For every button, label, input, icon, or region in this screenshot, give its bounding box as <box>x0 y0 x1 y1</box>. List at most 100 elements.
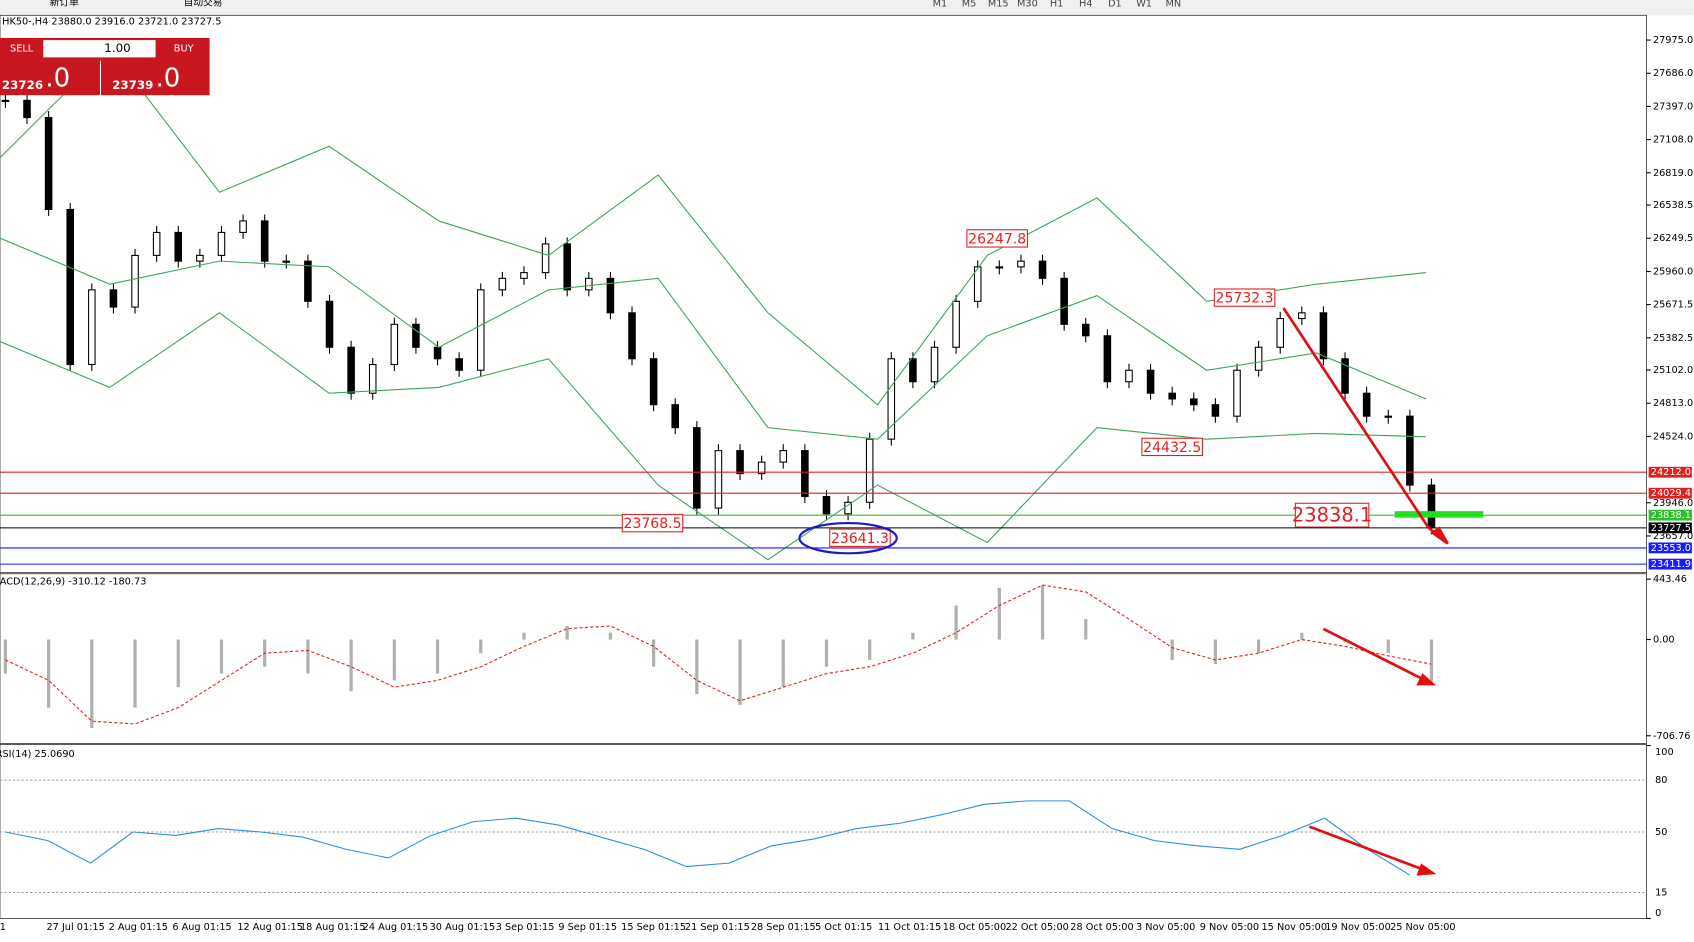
candle <box>1298 312 1306 320</box>
x-tick-label: 2 Aug 01:15 <box>109 922 168 933</box>
circle-drawing <box>798 521 898 555</box>
candle <box>282 260 291 263</box>
level-label: 24212.0 <box>1651 467 1691 478</box>
y-tick-label: 24813.0 <box>1653 398 1693 409</box>
y-tick-label: 26538.5 <box>1653 200 1693 211</box>
timeframe: M30 <box>1017 0 1038 9</box>
candle <box>196 254 204 262</box>
bollinger-band <box>0 47 1427 406</box>
pane-title: HK50-,H4 23880.0 23916.0 23721.0 23727.5 <box>2 17 221 28</box>
candle <box>88 289 96 366</box>
candle <box>260 220 269 262</box>
candle <box>1038 260 1047 279</box>
y-tick-label: 27108.0 <box>1653 135 1693 146</box>
timeframe: D1 <box>1108 0 1122 9</box>
y-tick-label: 24524.0 <box>1653 431 1693 442</box>
candle <box>304 260 312 302</box>
candle <box>995 266 1004 269</box>
lot-size[interactable]: 1.00 <box>104 41 130 55</box>
level-label: 23727.5 <box>1651 523 1691 534</box>
annotation-box <box>1294 502 1370 528</box>
level-tag <box>1648 466 1692 478</box>
candle <box>390 323 399 366</box>
x-tick-label: 9 Nov 05:00 <box>1200 922 1259 933</box>
candle <box>1146 369 1155 394</box>
candle <box>865 438 874 503</box>
candle <box>1384 415 1393 418</box>
candle <box>844 501 852 515</box>
y-tick-label: 25671.5 <box>1653 300 1693 311</box>
candle <box>1427 484 1436 529</box>
candle <box>1081 323 1090 337</box>
toolbar-button[interactable]: 自动交易 <box>184 0 223 8</box>
candle <box>801 450 809 498</box>
ask-frac: .0 <box>156 63 181 93</box>
level-label: 24029.4 <box>1651 488 1691 499</box>
annotation-box <box>621 513 684 533</box>
candle <box>433 346 442 360</box>
candle <box>1276 318 1285 348</box>
candle <box>1103 335 1112 383</box>
annotation-box <box>1141 437 1203 457</box>
candle <box>174 231 183 262</box>
annotation: 23641.3 <box>831 531 889 547</box>
x-tick-label: 18 Oct 05:00 <box>943 922 1006 933</box>
candle <box>649 358 658 406</box>
candle <box>152 231 161 256</box>
sell-button[interactable]: SELL <box>10 44 34 55</box>
level-label: 23553.0 <box>1651 543 1691 554</box>
candle <box>671 404 680 429</box>
candle <box>520 272 528 279</box>
annotation: 24432.5 <box>1143 440 1201 456</box>
level-tag <box>1648 558 1692 570</box>
y-tick-label: 0.00 <box>1653 635 1675 646</box>
pane-title: RSI(14) 25.0690 <box>0 749 75 760</box>
bid-frac: .0 <box>45 63 70 93</box>
macd-pane <box>0 573 1647 744</box>
candle <box>44 117 53 210</box>
price-pane <box>0 14 1647 574</box>
x-tick-label: 15 Sep 01:15 <box>621 922 686 933</box>
timeframe: MN <box>1165 0 1181 9</box>
x-tick-label: 18 Aug 01:15 <box>300 922 366 933</box>
support-marker <box>1394 511 1484 518</box>
candle <box>1060 277 1068 325</box>
x-tick-label: 21 Sep 01:15 <box>685 922 750 933</box>
candle <box>412 323 420 348</box>
candle <box>66 208 75 366</box>
buy-button[interactable]: BUY <box>174 44 194 55</box>
level-tag <box>1648 542 1692 554</box>
x-tick-label: 28 Oct 05:00 <box>1070 922 1133 933</box>
x-tick-label: 21 Jul 2021 <box>0 922 6 933</box>
pane-title: MACD(12,26,9) -310.12 -180.73 <box>0 576 146 587</box>
annotation-box <box>829 528 891 547</box>
candle <box>822 496 831 515</box>
x-tick-label: 27 Jul 01:15 <box>46 922 104 933</box>
annotation-box <box>1213 288 1276 307</box>
toolbar-button[interactable]: 新订单 <box>50 0 79 8</box>
candle <box>693 427 701 509</box>
y-tick-label: 25382.5 <box>1653 333 1693 344</box>
candle <box>628 312 636 360</box>
rsi-line <box>5 800 1411 876</box>
annotation: 25732.3 <box>1216 291 1274 307</box>
y-tick-label: 26249.5 <box>1653 233 1693 244</box>
candle <box>1125 369 1133 383</box>
ask: 23739 <box>112 78 153 92</box>
candle <box>1254 346 1263 371</box>
y-tick-label: 50 <box>1655 827 1667 838</box>
y-tick-label: 27975.0 <box>1653 35 1693 46</box>
candle <box>1406 415 1414 486</box>
annotation: 23838.1 <box>1292 504 1372 527</box>
arrows <box>1282 307 1449 876</box>
candle <box>757 461 766 475</box>
y-tick-label: 15 <box>1655 888 1667 899</box>
candle <box>563 243 571 291</box>
annotation-box <box>966 229 1028 248</box>
candle <box>1319 312 1328 360</box>
timeframe: H4 <box>1079 0 1093 9</box>
y-tick-label: 25960.0 <box>1653 266 1693 277</box>
candle <box>23 99 31 119</box>
candle <box>498 277 507 291</box>
